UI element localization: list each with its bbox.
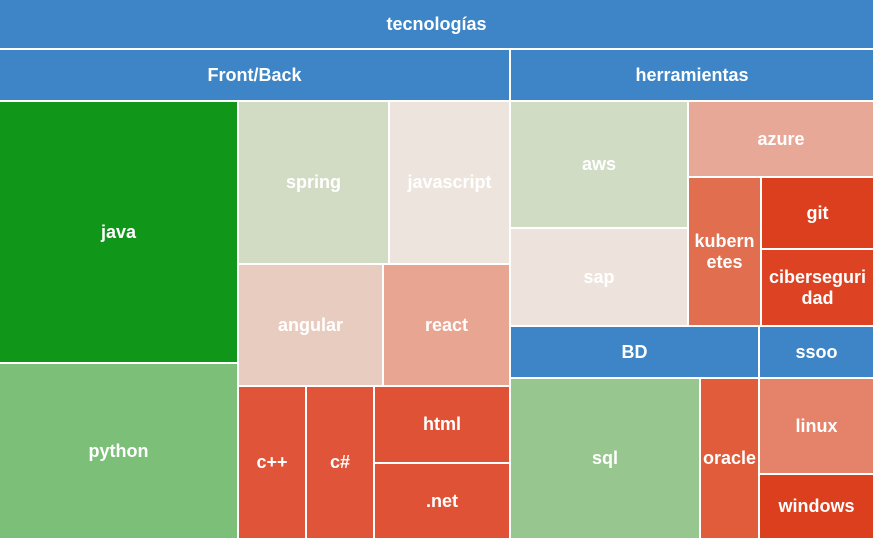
- tile[interactable]: ciberseguridad: [762, 250, 873, 325]
- tile[interactable]: javascript: [390, 102, 509, 263]
- tile[interactable]: react: [384, 265, 509, 385]
- tile[interactable]: azure: [689, 102, 873, 176]
- tile[interactable]: oracle: [701, 379, 758, 538]
- tile[interactable]: linux: [760, 379, 873, 473]
- tile[interactable]: java: [0, 102, 237, 362]
- tile[interactable]: spring: [239, 102, 388, 263]
- tile[interactable]: kubernetes: [689, 178, 760, 325]
- tile[interactable]: .net: [375, 464, 509, 538]
- group-header[interactable]: herramientas: [511, 50, 873, 100]
- group-header[interactable]: Front/Back: [0, 50, 509, 100]
- tile[interactable]: windows: [760, 475, 873, 538]
- tile[interactable]: c#: [307, 387, 373, 538]
- group-header[interactable]: BD: [511, 327, 758, 377]
- tile[interactable]: python: [0, 364, 237, 538]
- tile[interactable]: git: [762, 178, 873, 248]
- tile[interactable]: sql: [511, 379, 699, 538]
- root-header[interactable]: tecnologías: [0, 0, 873, 48]
- tile[interactable]: aws: [511, 102, 687, 227]
- tile[interactable]: c++: [239, 387, 305, 538]
- tile[interactable]: angular: [239, 265, 382, 385]
- group-header[interactable]: ssoo: [760, 327, 873, 377]
- tile[interactable]: sap: [511, 229, 687, 325]
- tile[interactable]: html: [375, 387, 509, 462]
